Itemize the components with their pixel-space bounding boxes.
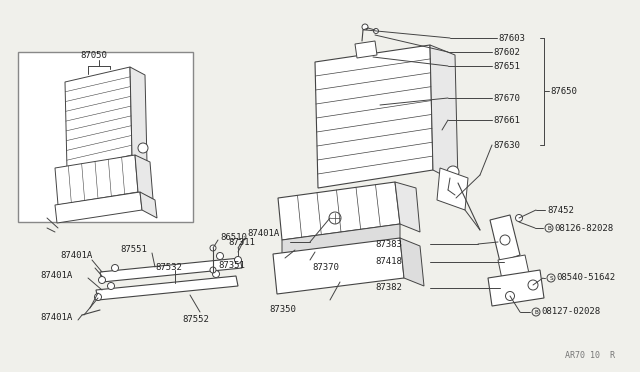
Polygon shape (100, 258, 242, 282)
Circle shape (212, 270, 220, 278)
Polygon shape (96, 276, 238, 300)
Text: 87350: 87350 (269, 305, 296, 314)
Polygon shape (65, 67, 132, 170)
Text: 87311: 87311 (228, 237, 255, 247)
Polygon shape (282, 224, 400, 256)
Polygon shape (278, 182, 400, 240)
Polygon shape (140, 192, 157, 218)
Text: 87650: 87650 (550, 87, 577, 96)
Text: 87532: 87532 (155, 263, 182, 272)
Text: 87401A: 87401A (40, 272, 72, 280)
Text: 87552: 87552 (182, 315, 209, 324)
Text: 08540-51642: 08540-51642 (556, 273, 615, 282)
Polygon shape (395, 182, 420, 232)
Text: 87370: 87370 (312, 263, 339, 273)
Text: 87602: 87602 (493, 48, 520, 57)
Circle shape (99, 276, 106, 283)
Polygon shape (315, 45, 433, 188)
Text: AR70 10  R: AR70 10 R (565, 351, 615, 360)
Circle shape (210, 267, 216, 273)
Circle shape (329, 212, 341, 224)
Circle shape (547, 274, 555, 282)
Polygon shape (55, 155, 138, 205)
Circle shape (216, 253, 223, 260)
Circle shape (374, 29, 378, 33)
Text: 08127-02028: 08127-02028 (541, 308, 600, 317)
Bar (18, 52, 193, 222)
Polygon shape (400, 238, 424, 286)
Text: 87401A: 87401A (247, 228, 279, 237)
Text: 87382: 87382 (375, 283, 402, 292)
Text: S: S (549, 276, 553, 280)
Circle shape (515, 215, 522, 221)
Polygon shape (437, 168, 468, 210)
Circle shape (234, 257, 241, 263)
Text: 87661: 87661 (493, 115, 520, 125)
Circle shape (111, 264, 118, 272)
Circle shape (447, 166, 459, 178)
Circle shape (528, 280, 538, 290)
Text: 87630: 87630 (493, 141, 520, 150)
Polygon shape (430, 45, 458, 183)
Circle shape (210, 245, 216, 251)
Polygon shape (498, 255, 530, 284)
Circle shape (545, 224, 553, 232)
Text: 87603: 87603 (498, 33, 525, 42)
Text: 87401A: 87401A (60, 250, 92, 260)
Polygon shape (488, 270, 544, 306)
Text: 87418: 87418 (375, 257, 402, 266)
Polygon shape (55, 192, 142, 223)
Circle shape (138, 143, 148, 153)
Text: 87670: 87670 (493, 93, 520, 103)
Text: 87351: 87351 (218, 262, 245, 270)
Polygon shape (135, 155, 153, 199)
Polygon shape (355, 41, 377, 58)
Text: 87551: 87551 (120, 244, 147, 253)
Circle shape (500, 235, 510, 245)
Text: B: B (547, 225, 551, 231)
Text: 86510: 86510 (220, 232, 247, 241)
Polygon shape (273, 238, 404, 294)
Circle shape (362, 24, 368, 30)
Circle shape (506, 292, 515, 301)
Polygon shape (490, 215, 520, 262)
Text: B: B (534, 310, 538, 314)
Polygon shape (130, 67, 147, 163)
Circle shape (95, 294, 102, 301)
Text: 87401A: 87401A (40, 314, 72, 323)
Text: 08126-82028: 08126-82028 (554, 224, 613, 232)
Text: 87651: 87651 (493, 61, 520, 71)
Text: 87452: 87452 (547, 205, 574, 215)
Text: 87383: 87383 (375, 240, 402, 248)
Circle shape (108, 282, 115, 289)
Text: 87050: 87050 (80, 51, 107, 60)
Circle shape (532, 308, 540, 316)
